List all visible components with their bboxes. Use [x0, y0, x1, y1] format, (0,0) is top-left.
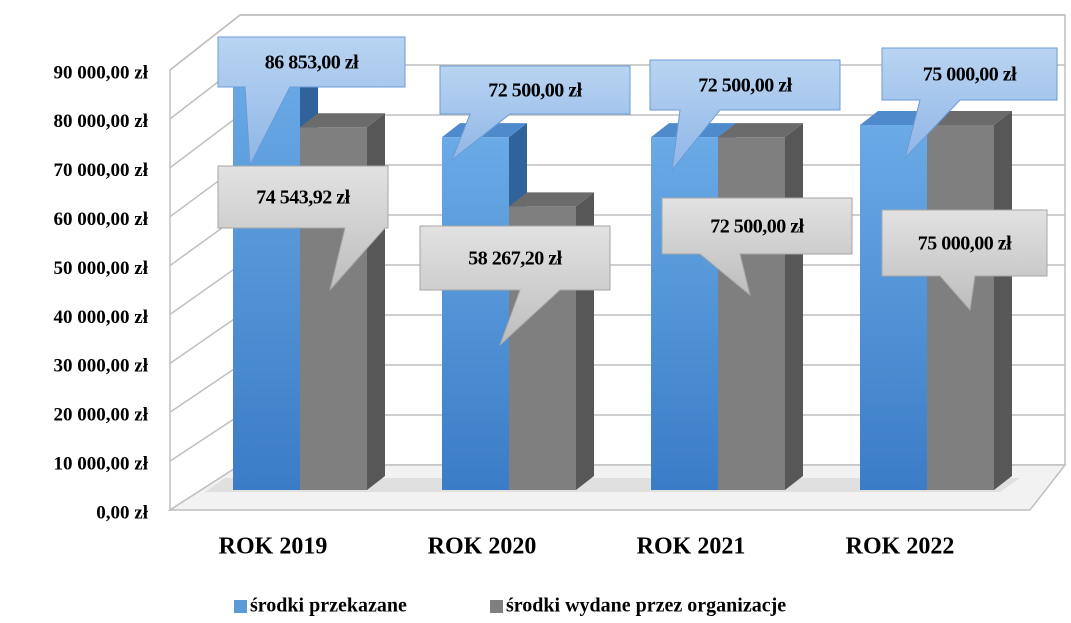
- bar-top: [718, 123, 803, 138]
- bar-top: [927, 111, 1012, 125]
- legend-swatch: [234, 600, 247, 613]
- y-tick-label: 70 000,00 zł: [54, 160, 149, 181]
- bar-front: [442, 137, 509, 490]
- data-label: 58 267,20 zł: [468, 248, 562, 270]
- legend-label: środki przekazane: [250, 595, 407, 617]
- x-tick-label: ROK 2022: [846, 534, 955, 560]
- y-tick-label: 10 000,00 zł: [54, 453, 149, 474]
- legend-label: środki wydane przez organizacje: [506, 595, 786, 617]
- y-tick-label: 60 000,00 zł: [54, 209, 149, 230]
- y-tick-label: 20 000,00 zł: [54, 405, 149, 426]
- data-callout: 74 543,92 zł: [217, 165, 389, 291]
- data-callout: 86 853,00 zł: [217, 36, 406, 167]
- y-tick-label: 90 000,00 zł: [54, 62, 149, 83]
- data-label: 72 500,00 zł: [710, 216, 804, 238]
- data-callout: 75 000,00 zł: [881, 47, 1058, 160]
- callout-shape: [649, 59, 841, 172]
- data-callout: 75 000,00 zł: [881, 209, 1048, 312]
- data-callout: 72 500,00 zł: [649, 59, 841, 172]
- callout-shape: [439, 65, 631, 162]
- y-tick-label: 0,00 zł: [96, 502, 148, 523]
- y-tick-label: 50 000,00 zł: [54, 258, 149, 279]
- callout-shape: [881, 209, 1048, 312]
- x-tick-label: ROK 2019: [219, 534, 328, 560]
- data-label: 75 000,00 zł: [918, 233, 1012, 255]
- data-label: 74 543,92 zł: [256, 187, 350, 209]
- callout-shape: [419, 225, 611, 346]
- bar-side: [785, 123, 803, 491]
- data-callout: 72 500,00 zł: [661, 197, 853, 297]
- data-callout: 58 267,20 zł: [419, 225, 611, 346]
- grid-line: [169, 14, 1065, 71]
- data-label: 75 000,00 zł: [923, 64, 1017, 86]
- callout-shape: [217, 36, 406, 167]
- y-tick-label: 30 000,00 zł: [54, 356, 149, 377]
- data-label: 86 853,00 zł: [265, 52, 359, 74]
- bar: [718, 123, 803, 491]
- y-tick-label: 80 000,00 zł: [54, 111, 149, 132]
- x-tick-label: ROK 2021: [637, 534, 746, 560]
- bar-top: [509, 192, 594, 207]
- data-callout: 72 500,00 zł: [439, 65, 631, 162]
- bar: [927, 111, 1012, 490]
- x-tick-label: ROK 2020: [428, 534, 537, 560]
- callout-shape: [881, 47, 1058, 160]
- bar-front: [233, 67, 300, 490]
- legend-swatch: [490, 600, 503, 613]
- bar-front: [927, 125, 994, 490]
- callout-shape: [661, 197, 853, 297]
- data-label: 72 500,00 zł: [488, 80, 582, 102]
- bar-front: [651, 137, 718, 490]
- floor-shadow: [205, 478, 1020, 492]
- callout-shape: [217, 165, 389, 291]
- data-label: 72 500,00 zł: [698, 75, 792, 97]
- bar-side: [994, 111, 1012, 490]
- y-tick-label: 40 000,00 zł: [54, 307, 149, 328]
- bar-front: [718, 137, 785, 490]
- bar-front: [860, 125, 927, 490]
- bar-top: [300, 113, 385, 128]
